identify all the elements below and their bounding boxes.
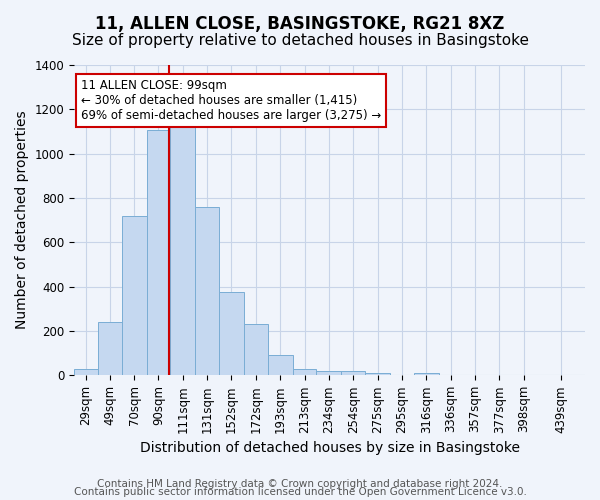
Bar	[414, 373, 439, 376]
X-axis label: Distribution of detached houses by size in Basingstoke: Distribution of detached houses by size …	[140, 441, 520, 455]
Bar	[219, 292, 244, 376]
Text: 11, ALLEN CLOSE, BASINGSTOKE, RG21 8XZ: 11, ALLEN CLOSE, BASINGSTOKE, RG21 8XZ	[95, 15, 505, 33]
Bar	[98, 322, 122, 376]
Bar	[293, 368, 316, 376]
Text: Contains HM Land Registry data © Crown copyright and database right 2024.: Contains HM Land Registry data © Crown c…	[97, 479, 503, 489]
Bar	[195, 207, 219, 376]
Bar	[244, 324, 268, 376]
Bar	[268, 356, 293, 376]
Bar	[122, 216, 146, 376]
Text: 11 ALLEN CLOSE: 99sqm
← 30% of detached houses are smaller (1,415)
69% of semi-d: 11 ALLEN CLOSE: 99sqm ← 30% of detached …	[81, 79, 382, 122]
Y-axis label: Number of detached properties: Number of detached properties	[15, 111, 29, 330]
Bar	[146, 130, 170, 376]
Bar	[316, 371, 341, 376]
Bar	[365, 373, 390, 376]
Bar	[74, 368, 98, 376]
Bar	[170, 127, 195, 376]
Bar	[341, 371, 365, 376]
Text: Contains public sector information licensed under the Open Government Licence v3: Contains public sector information licen…	[74, 487, 526, 497]
Text: Size of property relative to detached houses in Basingstoke: Size of property relative to detached ho…	[71, 32, 529, 48]
